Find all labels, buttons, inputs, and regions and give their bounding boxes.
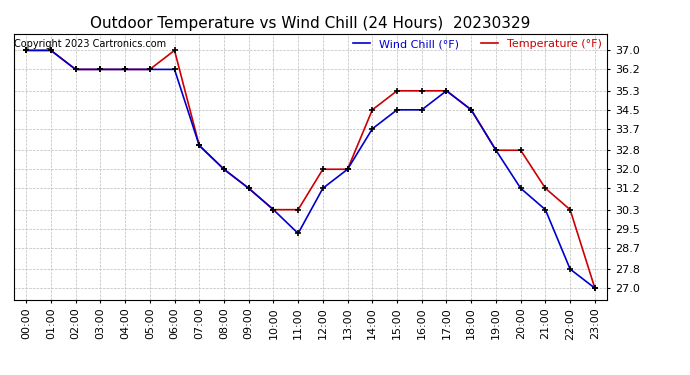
Text: Copyright 2023 Cartronics.com: Copyright 2023 Cartronics.com [14, 39, 166, 49]
Title: Outdoor Temperature vs Wind Chill (24 Hours)  20230329: Outdoor Temperature vs Wind Chill (24 Ho… [90, 16, 531, 31]
Legend: Wind Chill (°F), Temperature (°F): Wind Chill (°F), Temperature (°F) [349, 35, 606, 54]
